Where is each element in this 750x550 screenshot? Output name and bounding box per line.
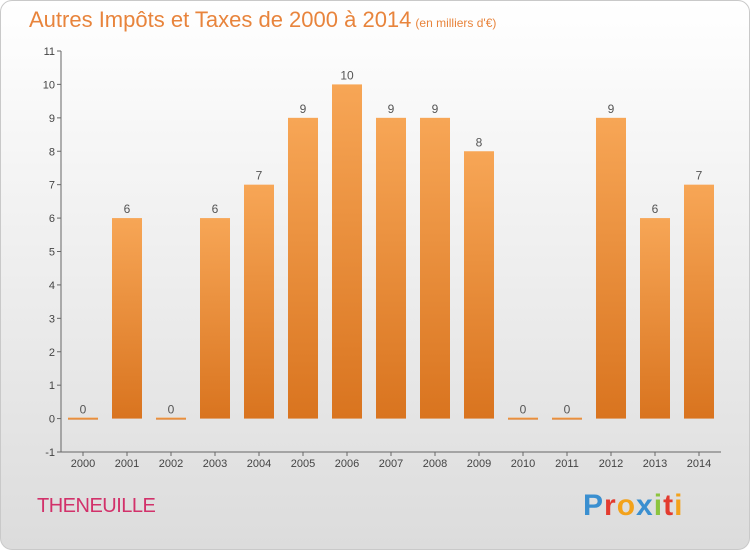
y-tick-label: 7 (49, 180, 55, 192)
data-label: 9 (300, 102, 307, 116)
data-label: 9 (432, 102, 439, 116)
x-tick-label: 2004 (247, 458, 271, 470)
logo-letter: x (636, 489, 654, 522)
bar (376, 117, 406, 419)
chart-unit: (en milliers d'€) (415, 16, 497, 30)
bar (332, 84, 362, 419)
x-tick-label: 2000 (71, 458, 95, 470)
chart-labels: 2000 0 2001 6 2002 0 2003 6 2004 7 2005 9 2006 10 2007… (71, 68, 711, 470)
y-tick-label: 2 (49, 347, 55, 359)
commune-name: THENEUILLE (37, 495, 156, 517)
bar (420, 117, 450, 419)
bar (112, 218, 142, 419)
x-tick-label: 2003 (203, 458, 227, 470)
data-label: 6 (124, 202, 131, 216)
data-label: 0 (520, 403, 527, 417)
data-label: 0 (80, 403, 87, 417)
bar (596, 117, 626, 419)
data-label: 7 (256, 169, 263, 183)
y-tick-label: 8 (49, 146, 55, 158)
bar (200, 218, 230, 419)
logo-letter: i (674, 489, 684, 522)
y-tick-label: 9 (49, 113, 55, 125)
chart-title-text: Autres Impôts et Taxes de 2000 à 2014 (29, 7, 412, 32)
y-tick-label: 0 (49, 414, 55, 426)
bar (288, 117, 318, 419)
chart-axes: -1 0 1 2 3 4 5 6 7 8 9 10 11 (43, 46, 721, 459)
bar (464, 151, 494, 419)
logo-letter: i (653, 489, 664, 522)
x-tick-label: 2001 (115, 458, 139, 470)
x-tick-label: 2005 (291, 458, 315, 470)
data-label: 0 (168, 403, 175, 417)
bar (552, 417, 582, 420)
y-tick-label: 10 (43, 79, 55, 91)
x-tick-label: 2009 (467, 458, 491, 470)
bar (640, 218, 670, 419)
bar (684, 184, 714, 419)
y-tick-label: 1 (49, 380, 55, 392)
y-tick-label: 5 (49, 247, 55, 259)
data-label: 9 (608, 102, 615, 116)
logo-letter: P (583, 489, 605, 522)
data-label: 8 (476, 135, 483, 149)
data-label: 0 (564, 403, 571, 417)
bar (68, 417, 98, 420)
logo-letter: o (616, 489, 637, 522)
proxiti-logo: Proxiti (583, 489, 683, 523)
logo-letter: t (663, 489, 675, 522)
bar (244, 184, 274, 419)
x-tick-label: 2010 (511, 458, 535, 470)
x-tick-label: 2011 (555, 458, 579, 470)
y-tick-label: 11 (44, 46, 55, 58)
x-tick-label: 2008 (423, 458, 447, 470)
y-tick-label: 6 (49, 213, 55, 225)
x-tick-label: 2007 (379, 458, 403, 470)
y-tick-label: 3 (49, 313, 55, 325)
bar (156, 417, 186, 420)
x-tick-label: 2014 (687, 458, 711, 470)
y-tick-label: 4 (49, 280, 55, 292)
data-label: 6 (212, 202, 219, 216)
chart-bars (68, 84, 714, 420)
data-label: 10 (340, 68, 354, 82)
data-label: 9 (388, 102, 395, 116)
x-tick-label: 2013 (643, 458, 667, 470)
y-tick-label: -1 (45, 447, 55, 459)
x-tick-label: 2006 (335, 458, 359, 470)
bar (508, 417, 538, 420)
logo-letter: r (604, 489, 617, 522)
data-label: 6 (652, 202, 659, 216)
x-tick-label: 2012 (599, 458, 623, 470)
data-label: 7 (696, 169, 703, 183)
chart-title: Autres Impôts et Taxes de 2000 à 2014 (en… (29, 7, 496, 33)
x-tick-label: 2002 (159, 458, 183, 470)
